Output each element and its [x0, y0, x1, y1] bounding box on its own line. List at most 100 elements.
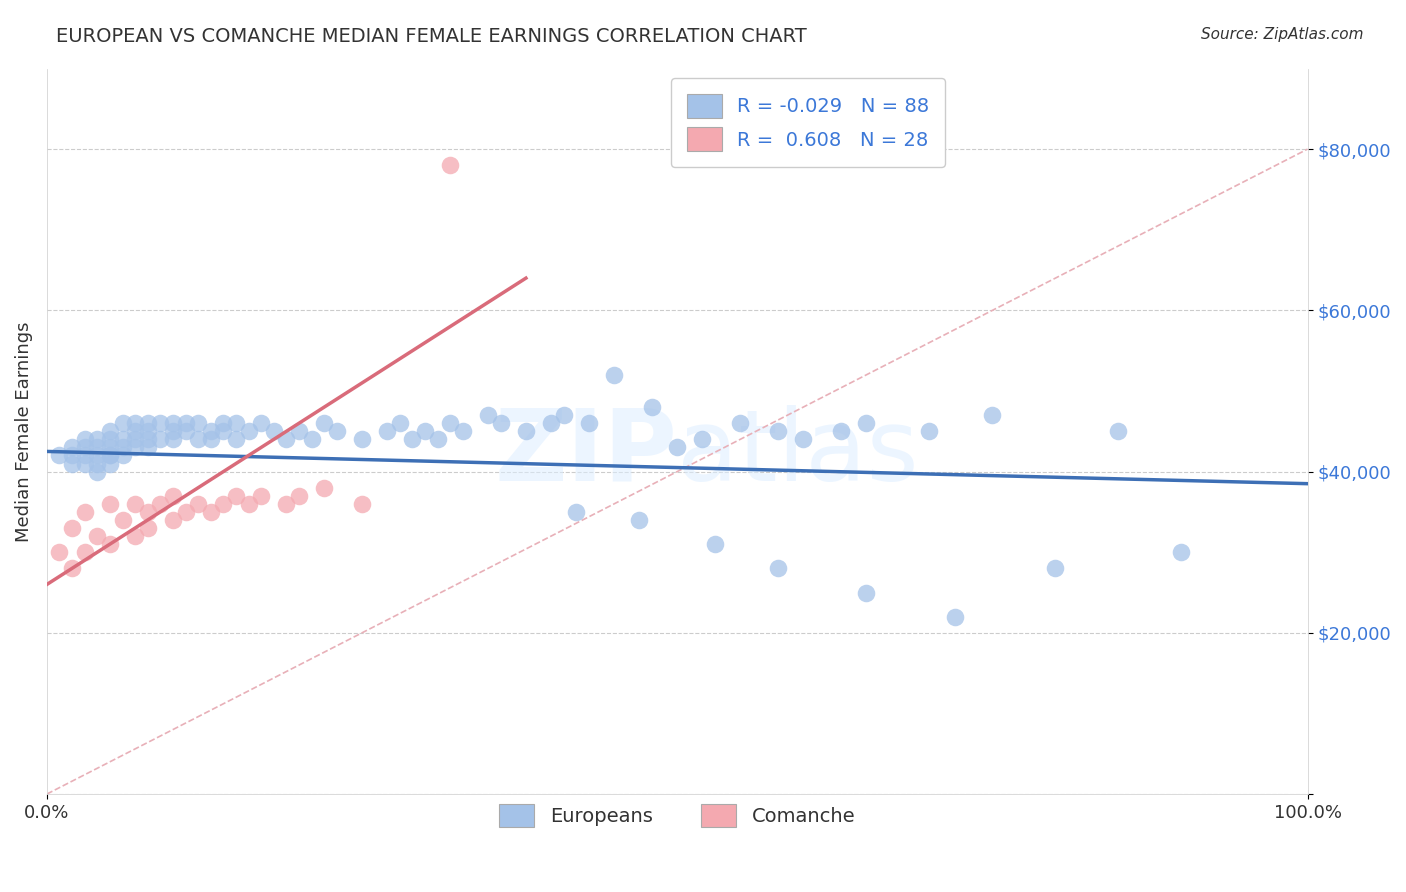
Text: atlas: atlas: [678, 405, 920, 501]
Point: [98, 424, 121, 438]
Point: [162, 433, 184, 447]
Point: [149, 416, 172, 430]
Point: [174, 505, 197, 519]
Point: [48, 545, 70, 559]
Point: [766, 561, 789, 575]
Point: [352, 497, 374, 511]
Point: [225, 416, 247, 430]
Point: [578, 416, 600, 430]
Point: [111, 416, 134, 430]
Point: [136, 433, 159, 447]
Point: [98, 449, 121, 463]
Point: [375, 424, 398, 438]
Point: [301, 433, 323, 447]
Point: [263, 424, 285, 438]
Point: [73, 505, 96, 519]
Point: [86, 465, 108, 479]
Point: [162, 513, 184, 527]
Point: [200, 505, 222, 519]
Point: [162, 489, 184, 503]
Point: [238, 497, 260, 511]
Point: [86, 441, 108, 455]
Point: [124, 424, 146, 438]
Text: EUROPEAN VS COMANCHE MEDIAN FEMALE EARNINGS CORRELATION CHART: EUROPEAN VS COMANCHE MEDIAN FEMALE EARNI…: [56, 27, 807, 45]
Point: [388, 416, 411, 430]
Point: [98, 449, 121, 463]
Point: [314, 481, 336, 495]
Point: [187, 416, 209, 430]
Point: [60, 457, 83, 471]
Point: [174, 416, 197, 430]
Point: [73, 433, 96, 447]
Point: [98, 441, 121, 455]
Point: [489, 416, 512, 430]
Point: [943, 609, 966, 624]
Point: [225, 433, 247, 447]
Point: [288, 489, 311, 503]
Text: ZIP: ZIP: [495, 405, 678, 501]
Point: [124, 416, 146, 430]
Point: [136, 521, 159, 535]
Point: [136, 416, 159, 430]
Point: [200, 424, 222, 438]
Point: [124, 497, 146, 511]
Point: [1045, 561, 1067, 575]
Point: [276, 497, 298, 511]
Point: [174, 424, 197, 438]
Point: [276, 433, 298, 447]
Point: [918, 424, 941, 438]
Point: [73, 441, 96, 455]
Point: [1107, 424, 1129, 438]
Point: [728, 416, 751, 430]
Point: [288, 424, 311, 438]
Point: [111, 449, 134, 463]
Point: [136, 441, 159, 455]
Point: [225, 489, 247, 503]
Point: [60, 561, 83, 575]
Point: [401, 433, 423, 447]
Point: [212, 424, 235, 438]
Point: [200, 433, 222, 447]
Point: [124, 433, 146, 447]
Point: [48, 449, 70, 463]
Point: [136, 424, 159, 438]
Point: [86, 433, 108, 447]
Point: [565, 505, 588, 519]
Text: Source: ZipAtlas.com: Source: ZipAtlas.com: [1201, 27, 1364, 42]
Point: [187, 497, 209, 511]
Point: [830, 424, 852, 438]
Point: [124, 441, 146, 455]
Point: [666, 441, 689, 455]
Point: [515, 424, 537, 438]
Point: [439, 416, 461, 430]
Point: [149, 433, 172, 447]
Point: [352, 433, 374, 447]
Point: [451, 424, 474, 438]
Y-axis label: Median Female Earnings: Median Female Earnings: [15, 321, 32, 541]
Point: [86, 449, 108, 463]
Point: [603, 368, 626, 382]
Point: [692, 433, 714, 447]
Point: [426, 433, 449, 447]
Point: [136, 505, 159, 519]
Point: [250, 489, 273, 503]
Point: [60, 449, 83, 463]
Point: [1170, 545, 1192, 559]
Point: [326, 424, 349, 438]
Point: [73, 545, 96, 559]
Point: [86, 529, 108, 543]
Point: [60, 521, 83, 535]
Point: [628, 513, 651, 527]
Point: [477, 408, 499, 422]
Point: [86, 457, 108, 471]
Point: [111, 441, 134, 455]
Point: [187, 433, 209, 447]
Point: [540, 416, 562, 430]
Point: [855, 585, 877, 599]
Point: [553, 408, 575, 422]
Point: [413, 424, 436, 438]
Point: [111, 433, 134, 447]
Point: [124, 529, 146, 543]
Point: [704, 537, 727, 551]
Point: [250, 416, 273, 430]
